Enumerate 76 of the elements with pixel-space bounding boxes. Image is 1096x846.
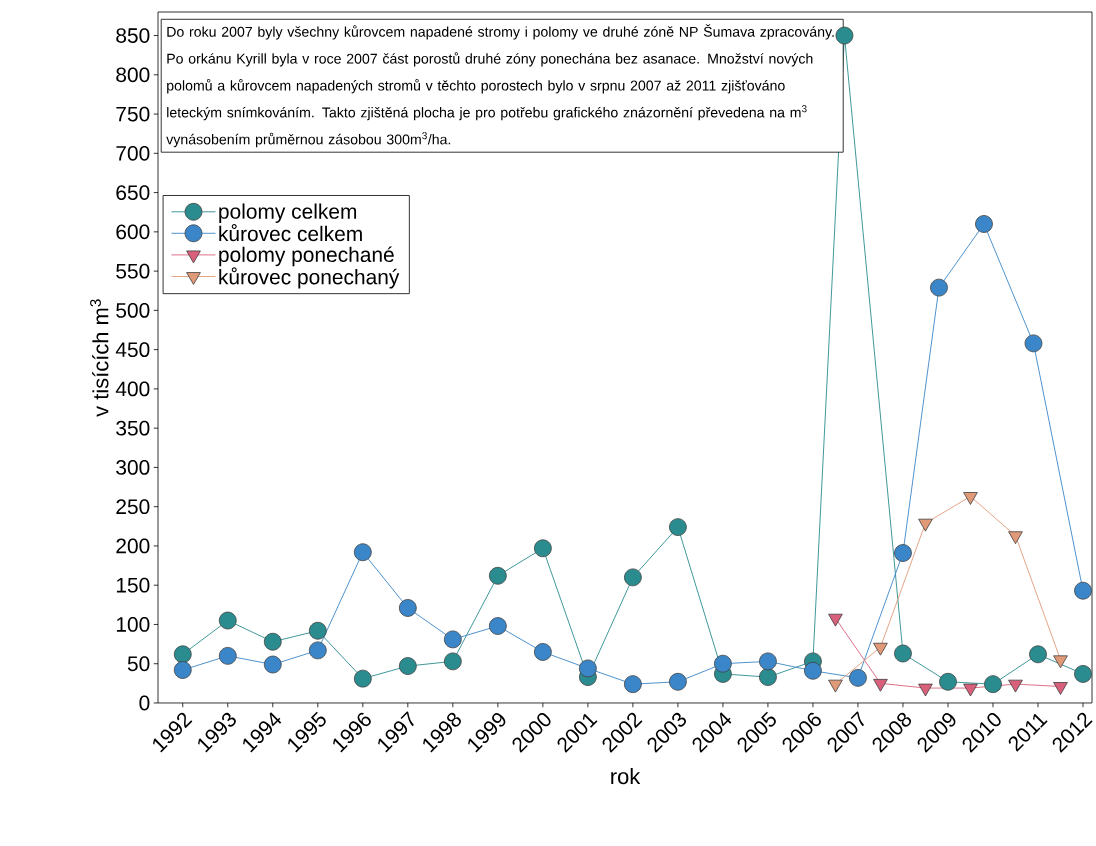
y-tick-label: 600 xyxy=(116,224,150,240)
point xyxy=(534,539,552,558)
point xyxy=(975,215,993,233)
point xyxy=(218,647,237,665)
point xyxy=(1074,665,1092,683)
point xyxy=(443,630,462,649)
point xyxy=(263,632,282,651)
y-tick-label: 500 xyxy=(116,302,150,318)
point xyxy=(759,668,777,686)
point xyxy=(624,675,642,694)
y-tick-label: 850 xyxy=(116,28,150,43)
point xyxy=(714,654,732,673)
y-tick-label: 50 xyxy=(127,656,150,672)
text: Do roku 2007 byly všechny kůrovcem napadené stromy i polomy ve druhé zóně NP Šumava zpracovány. Po orkánu Kyrill byla v roce 2007 část porostů druhé zóny ponechána bez asanace. Množství nových polomů a kůrovcem napadených stromů v těchto porostech bylo v srpnu 2007 až 2011 zjišťováno leteckým snímkováním. Takto zjištěná plocha je pro potřebu grafického znázornění převedena na m$^{3}$ vynásobením průměrnou zásobou 300m$^{3}$/ha. xyxy=(166,24,834,148)
point xyxy=(894,544,912,562)
y-tick-label: 300 xyxy=(116,460,150,475)
point xyxy=(173,645,192,664)
point xyxy=(308,641,327,660)
point xyxy=(918,683,933,697)
point xyxy=(488,617,507,635)
y-tick-label: 550 xyxy=(116,263,150,279)
legend-label: polomy ponechané xyxy=(219,246,394,267)
point xyxy=(263,655,282,674)
point xyxy=(579,659,597,678)
point xyxy=(669,518,687,536)
point xyxy=(1053,655,1068,669)
point xyxy=(173,661,192,679)
y-tick-label: 400 xyxy=(115,381,150,397)
point xyxy=(1008,679,1023,693)
point xyxy=(488,566,507,585)
y-tick-label: 200 xyxy=(116,538,150,554)
y-tick-label: 750 xyxy=(116,106,150,122)
point xyxy=(963,683,978,697)
point xyxy=(849,668,867,687)
point xyxy=(669,672,687,691)
point xyxy=(443,652,462,671)
point xyxy=(828,679,843,693)
point xyxy=(1008,531,1023,545)
point xyxy=(353,669,372,688)
point xyxy=(804,661,822,680)
point xyxy=(308,621,327,640)
point xyxy=(894,644,912,663)
point xyxy=(963,492,978,505)
point xyxy=(624,568,642,587)
point xyxy=(1029,645,1047,664)
point xyxy=(930,278,948,297)
point xyxy=(353,543,372,562)
y-tick-label: 700 xyxy=(116,145,150,161)
y-tick-label: 450 xyxy=(115,342,150,358)
point xyxy=(828,613,843,627)
legend-label: kůrovec celkem xyxy=(219,224,362,242)
point xyxy=(939,672,957,691)
y-tick-label: 0 xyxy=(139,695,150,711)
x-axis-title: rok xyxy=(611,768,641,785)
y-tick-label: 350 xyxy=(116,420,150,436)
point xyxy=(873,642,888,656)
point xyxy=(873,678,888,692)
y-tick-label: 250 xyxy=(116,499,150,515)
y-axis-title: v tisících m$^{3}$ xyxy=(90,299,109,417)
point xyxy=(1074,581,1092,600)
legend-label: polomy celkem xyxy=(219,203,357,223)
y-tick-label: 800 xyxy=(116,67,150,83)
y-tick-label: 150 xyxy=(116,577,150,593)
point xyxy=(759,652,777,671)
point xyxy=(398,599,417,617)
point xyxy=(1053,682,1068,695)
point xyxy=(218,611,237,630)
point xyxy=(534,643,552,661)
point xyxy=(918,518,933,532)
y-tick-label: 650 xyxy=(116,185,150,200)
point xyxy=(984,675,1002,694)
point xyxy=(1024,334,1043,353)
point xyxy=(835,26,854,45)
point xyxy=(398,657,417,675)
y-tick-label: 100 xyxy=(116,617,150,632)
legend-label: kůrovec ponechaný xyxy=(219,267,400,289)
